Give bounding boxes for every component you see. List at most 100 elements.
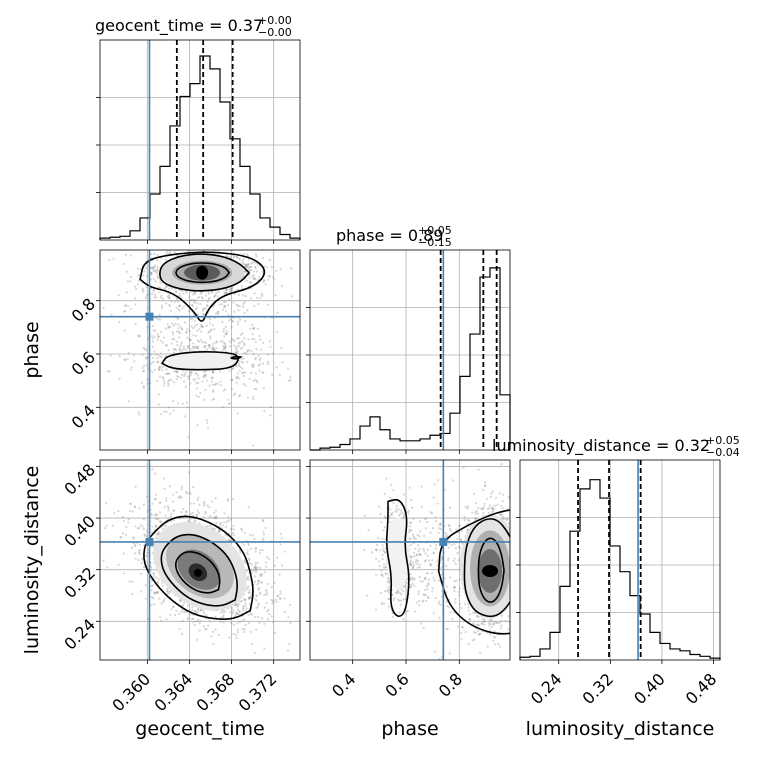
scatter-point xyxy=(384,590,387,593)
scatter-point xyxy=(165,285,168,288)
scatter-point xyxy=(201,325,204,329)
scatter-point xyxy=(242,252,245,255)
scatter-point xyxy=(237,337,240,340)
scatter-point xyxy=(250,371,253,375)
scatter-point xyxy=(123,310,126,313)
scatter-point xyxy=(231,612,234,615)
scatter-point xyxy=(158,520,161,523)
scatter-point xyxy=(181,507,185,511)
scatter-point xyxy=(398,611,401,614)
scatter-point xyxy=(221,405,224,409)
scatter-point xyxy=(197,496,200,499)
scatter-point xyxy=(396,590,399,593)
scatter-point xyxy=(476,623,479,626)
scatter-point xyxy=(484,485,487,488)
scatter-point xyxy=(269,414,272,417)
scatter-point xyxy=(228,290,232,293)
scatter-point xyxy=(237,309,240,312)
scatter-point xyxy=(258,334,261,338)
scatter-point xyxy=(163,524,166,527)
scatter-point xyxy=(151,468,154,471)
scatter-point xyxy=(253,277,256,280)
scatter-point xyxy=(182,348,185,351)
scatter-point xyxy=(481,618,485,621)
scatter-point xyxy=(400,511,404,514)
scatter-point xyxy=(258,566,262,570)
scatter-point xyxy=(255,379,258,383)
scatter-point xyxy=(256,279,259,282)
grid xyxy=(100,40,300,240)
scatter-point xyxy=(188,338,192,341)
scatter-point xyxy=(414,560,418,563)
scatter-point xyxy=(186,345,189,348)
scatter-point xyxy=(161,369,164,372)
scatter-point xyxy=(227,498,230,501)
scatter-point xyxy=(468,613,472,616)
scatter-point xyxy=(512,506,514,508)
scatter-point xyxy=(483,618,486,621)
scatter-point xyxy=(205,324,208,327)
scatter-point xyxy=(254,569,257,572)
scatter-point xyxy=(195,307,198,310)
scatter-point xyxy=(212,516,215,519)
scatter-point xyxy=(392,501,395,505)
scatter-point xyxy=(195,381,198,384)
scatter-point xyxy=(231,367,234,371)
scatter-point xyxy=(193,300,197,304)
scatter-point xyxy=(236,350,240,353)
scatter-point xyxy=(241,529,244,532)
scatter-point xyxy=(248,276,251,279)
scatter-point xyxy=(246,349,249,352)
scatter-point xyxy=(211,324,214,327)
scatter-point xyxy=(248,281,251,284)
scatter-point xyxy=(187,346,190,350)
scatter-point xyxy=(475,614,479,618)
scatter-point xyxy=(377,505,381,508)
scatter-point xyxy=(127,352,131,355)
scatter-point xyxy=(193,609,196,612)
scatter-point xyxy=(200,330,203,333)
scatter-point xyxy=(156,253,159,256)
scatter-point xyxy=(236,375,239,378)
scatter-point xyxy=(280,346,283,349)
scatter-point xyxy=(124,253,128,256)
scatter-point xyxy=(181,608,184,612)
scatter-point xyxy=(194,308,198,311)
scatter-point xyxy=(185,331,188,334)
scatter-point xyxy=(514,534,516,536)
scatter-point xyxy=(247,585,250,588)
scatter-point xyxy=(196,248,198,250)
scatter-point xyxy=(153,592,157,595)
scatter-point xyxy=(268,274,271,278)
scatter-point xyxy=(165,618,168,621)
scatter-point xyxy=(189,348,192,351)
scatter-point xyxy=(154,512,157,516)
scatter-point xyxy=(240,527,243,530)
scatter-point xyxy=(232,351,235,354)
scatter-point xyxy=(174,348,178,351)
scatter-point xyxy=(261,362,265,365)
scatter-point xyxy=(420,505,424,509)
scatter-point xyxy=(409,529,412,532)
scatter-point xyxy=(133,543,136,546)
scatter-point xyxy=(249,611,252,614)
scatter-point xyxy=(196,611,199,614)
scatter-point xyxy=(251,261,254,264)
scatter-point xyxy=(230,378,234,381)
scatter-point xyxy=(194,377,197,381)
scatter-point xyxy=(169,309,172,312)
scatter-point xyxy=(151,525,154,528)
scatter-point xyxy=(159,339,163,342)
scatter-point xyxy=(134,525,137,528)
scatter-point xyxy=(158,375,162,378)
scatter-point xyxy=(196,498,199,502)
scatter-point xyxy=(211,370,215,373)
scatter-point xyxy=(212,397,216,400)
truth-marker xyxy=(145,312,154,321)
scatter-point xyxy=(425,517,428,520)
scatter-point xyxy=(159,352,162,355)
scatter-point xyxy=(234,352,238,355)
scatter-point xyxy=(455,528,458,531)
scatter-point xyxy=(279,590,282,593)
scatter-point xyxy=(206,504,209,507)
